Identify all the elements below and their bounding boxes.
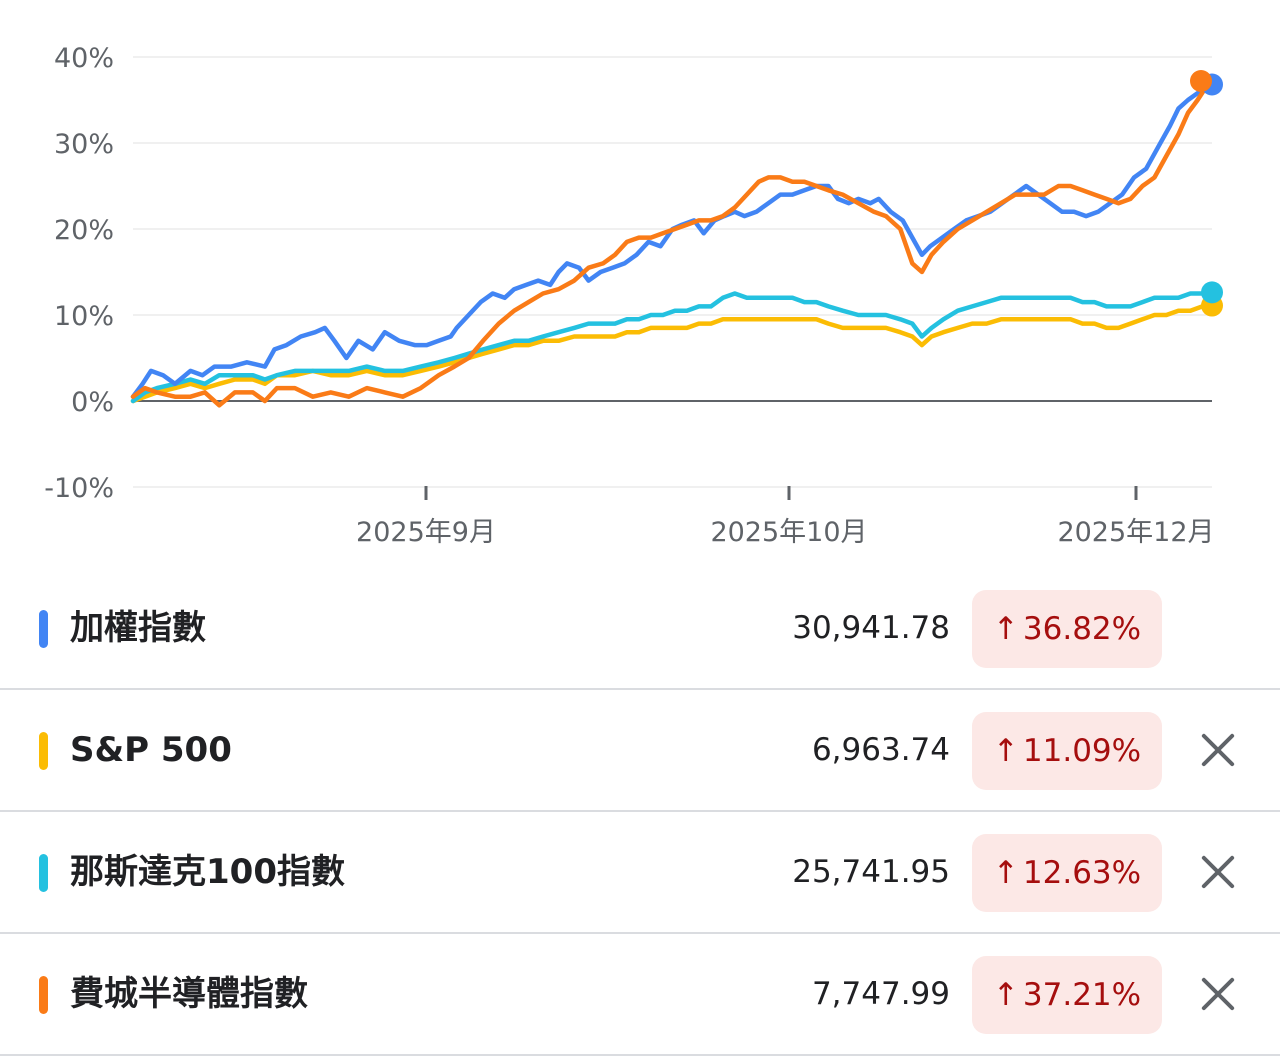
y-tick-label: 20% xyxy=(54,215,114,246)
close-icon[interactable] xyxy=(1194,848,1242,896)
chart-series xyxy=(130,69,1223,408)
arrow-up-icon: ↑ xyxy=(992,855,1019,891)
series-line xyxy=(130,303,1215,404)
series-end-point xyxy=(1190,69,1212,92)
series-price: 6,963.74 xyxy=(811,732,950,768)
chart-grid xyxy=(133,56,1212,488)
series-name: S&P 500 xyxy=(70,730,232,770)
series-name: 加權指數 xyxy=(70,608,206,648)
x-tick-label: 2025年12月 xyxy=(1057,517,1214,548)
y-tick-label: 40% xyxy=(54,43,114,74)
series-price: 7,747.99 xyxy=(811,976,950,1012)
series-end-point xyxy=(1201,281,1223,304)
change-badge: ↑ 12.63% xyxy=(972,834,1162,912)
series-color-swatch xyxy=(39,610,48,648)
comparison-line-chart: 40% 30% 20% 10% 0% -10% 2025年9月 2025年10月 2025年1… xyxy=(44,43,1223,548)
series-color-swatch xyxy=(39,854,48,892)
x-tick-label: 2025年9月 xyxy=(356,517,496,548)
series-line xyxy=(130,78,1215,408)
legend-row-sox[interactable]: 費城半導體指數 7,747.99 ↑ 37.21% xyxy=(0,934,1280,1056)
y-tick-label: 10% xyxy=(54,301,114,332)
arrow-up-icon: ↑ xyxy=(992,733,1019,769)
x-tick-label: 2025年10月 xyxy=(710,517,867,548)
series-price: 25,741.95 xyxy=(792,854,950,890)
legend-row-nasdaq100[interactable]: 那斯達克100指數 25,741.95 ↑ 12.63% xyxy=(0,812,1280,934)
legend-row-sp500[interactable]: S&P 500 6,963.74 ↑ 11.09% xyxy=(0,690,1280,812)
change-percent: 12.63% xyxy=(1022,855,1142,891)
series-name: 那斯達克100指數 xyxy=(70,852,345,892)
legend-row-taiex[interactable]: 加權指數 30,941.78 ↑ 36.82% xyxy=(0,568,1280,690)
change-percent: 36.82% xyxy=(1022,611,1142,647)
series-line xyxy=(130,82,1215,399)
series-color-swatch xyxy=(39,976,48,1014)
y-tick-label: -10% xyxy=(44,473,114,504)
change-badge: ↑ 37.21% xyxy=(972,956,1162,1034)
close-icon[interactable] xyxy=(1194,726,1242,774)
series-price: 30,941.78 xyxy=(792,610,950,646)
y-tick-label: 0% xyxy=(71,387,114,418)
x-axis-ticks: 2025年9月 2025年10月 2025年12月 xyxy=(356,486,1215,548)
change-badge: ↑ 36.82% xyxy=(972,590,1162,668)
arrow-up-icon: ↑ xyxy=(992,611,1019,647)
change-percent: 37.21% xyxy=(1022,977,1142,1013)
arrow-up-icon: ↑ xyxy=(992,977,1019,1013)
change-percent: 11.09% xyxy=(1022,733,1142,769)
legend-list: 加權指數 30,941.78 ↑ 36.82% S&P 500 6,963.74 … xyxy=(0,568,1280,1056)
y-axis-ticks: 40% 30% 20% 10% 0% -10% xyxy=(44,43,114,504)
series-line xyxy=(130,290,1215,404)
close-icon[interactable] xyxy=(1194,970,1242,1018)
change-badge: ↑ 11.09% xyxy=(972,712,1162,790)
series-name: 費城半導體指數 xyxy=(70,974,308,1014)
series-color-swatch xyxy=(39,732,48,770)
y-tick-label: 30% xyxy=(54,129,114,160)
